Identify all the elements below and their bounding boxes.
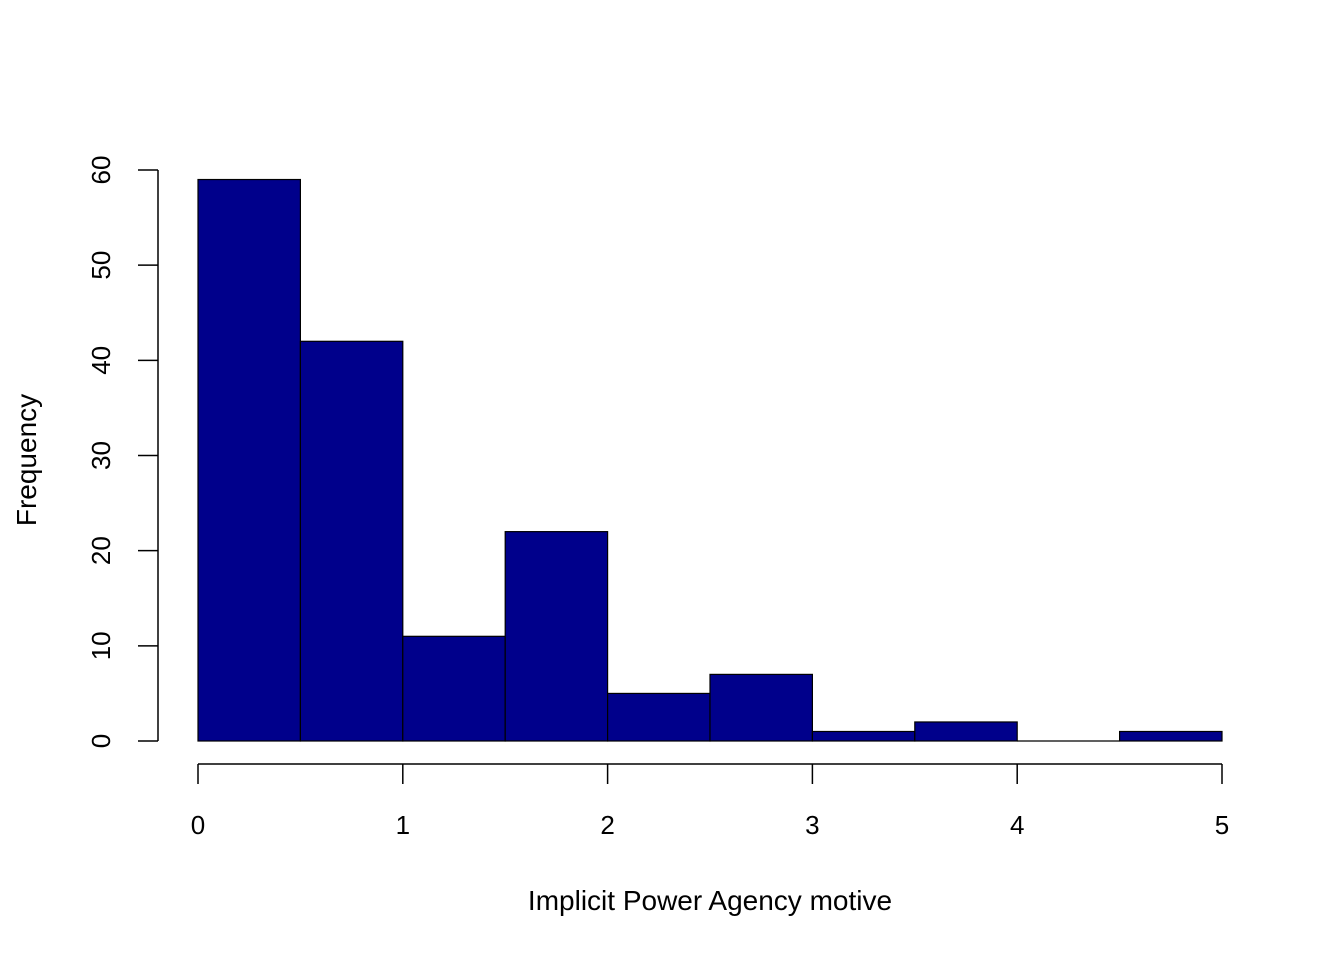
x-tick-label: 1 xyxy=(396,810,410,840)
histogram-bar xyxy=(914,721,1018,742)
x-tick-label: 3 xyxy=(805,810,819,840)
y-tick-label: 0 xyxy=(86,734,116,748)
histogram-bars xyxy=(197,178,1223,742)
y-tick-label: 50 xyxy=(86,251,116,280)
y-tick-label: 60 xyxy=(86,156,116,185)
histogram-bar xyxy=(299,340,404,742)
x-axis-title: Implicit Power Agency motive xyxy=(528,885,892,916)
histogram-bar xyxy=(197,178,302,742)
y-tick-label: 20 xyxy=(86,536,116,565)
x-tick-label: 2 xyxy=(600,810,614,840)
x-axis: 0 1 2 3 4 5 xyxy=(191,763,1229,840)
histogram-bar xyxy=(402,635,506,742)
x-tick-label: 4 xyxy=(1010,810,1024,840)
histogram-bar xyxy=(504,531,609,742)
x-tick-label: 5 xyxy=(1215,810,1229,840)
histogram-bar xyxy=(709,673,814,742)
y-tick-label: 10 xyxy=(86,631,116,660)
histogram-bar xyxy=(606,692,711,742)
histogram-bar xyxy=(1118,730,1223,742)
y-tick-label: 30 xyxy=(86,441,116,470)
x-tick-label: 0 xyxy=(191,810,205,840)
y-axis: 0 10 20 30 40 50 60 xyxy=(86,156,159,748)
y-axis-title: Frequency xyxy=(11,394,42,526)
histogram-bar xyxy=(811,730,916,742)
y-tick-label: 40 xyxy=(86,346,116,375)
